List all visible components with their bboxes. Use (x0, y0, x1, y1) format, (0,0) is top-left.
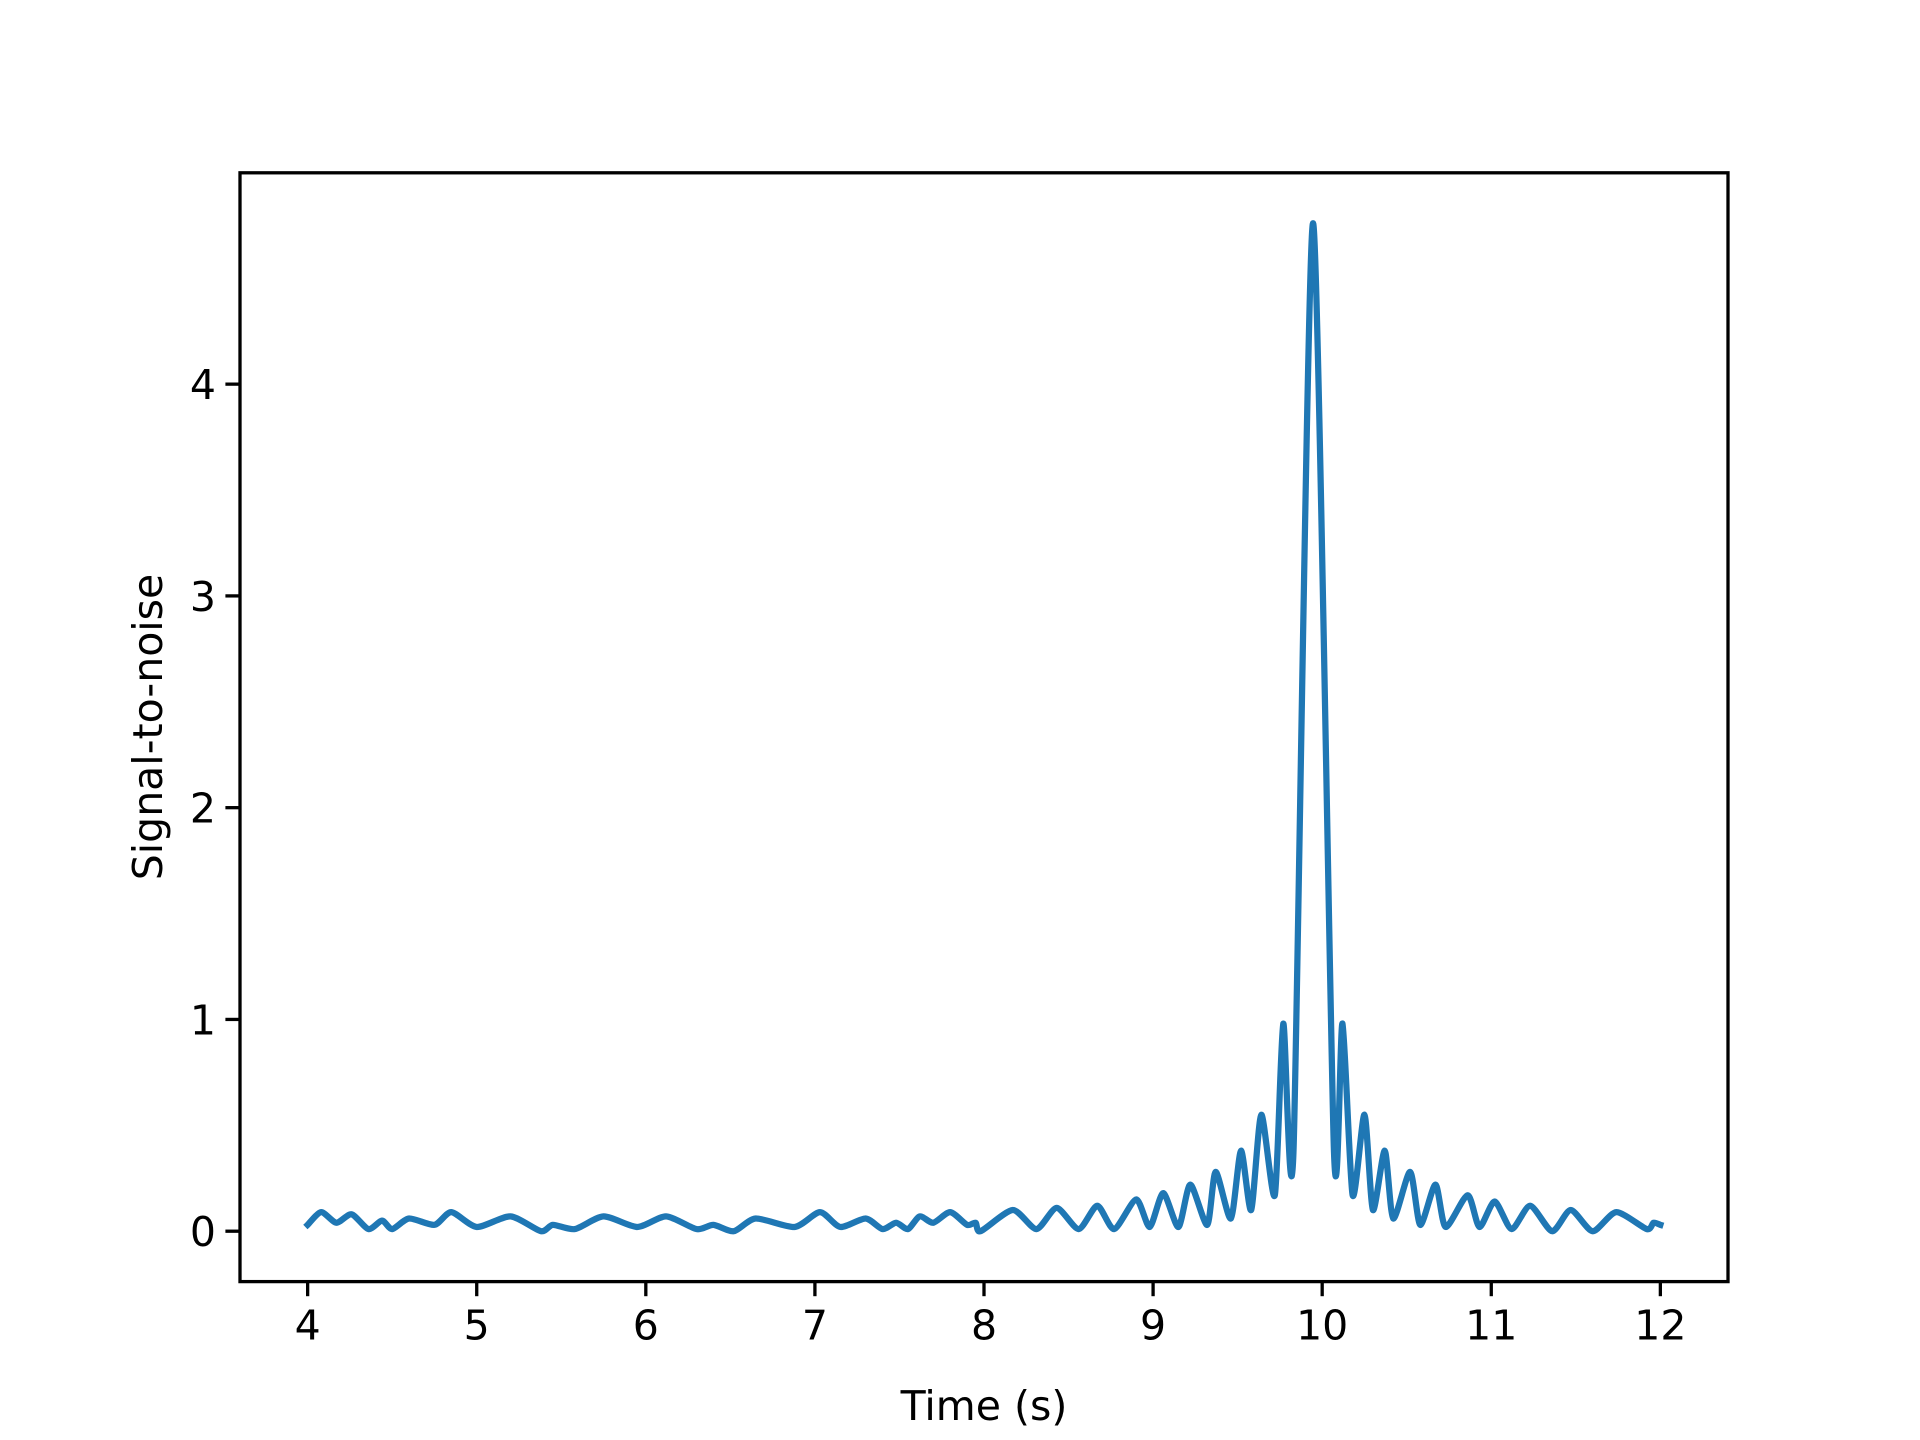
x-axis-label: Time (s) (900, 1382, 1068, 1430)
y-tick-label: 1 (190, 996, 216, 1044)
y-axis-label: Signal-to-noise (124, 574, 172, 881)
x-tick-label: 12 (1634, 1302, 1686, 1350)
x-tick-label: 5 (464, 1302, 490, 1350)
x-tick-label: 4 (295, 1302, 321, 1350)
x-tick-label: 7 (802, 1302, 828, 1350)
plot-frame (238, 171, 1730, 1284)
y-tick-label: 4 (190, 361, 216, 409)
y-tick-label: 2 (190, 785, 216, 833)
x-tick-label: 6 (633, 1302, 659, 1350)
data-line (303, 220, 1665, 1235)
y-tick-label: 3 (190, 573, 216, 621)
x-tick-label: 9 (1140, 1302, 1166, 1350)
x-tick-label: 10 (1296, 1302, 1348, 1350)
y-tick-label: 0 (190, 1208, 216, 1256)
x-tick-label: 8 (971, 1302, 997, 1350)
x-tick-label: 11 (1465, 1302, 1517, 1350)
